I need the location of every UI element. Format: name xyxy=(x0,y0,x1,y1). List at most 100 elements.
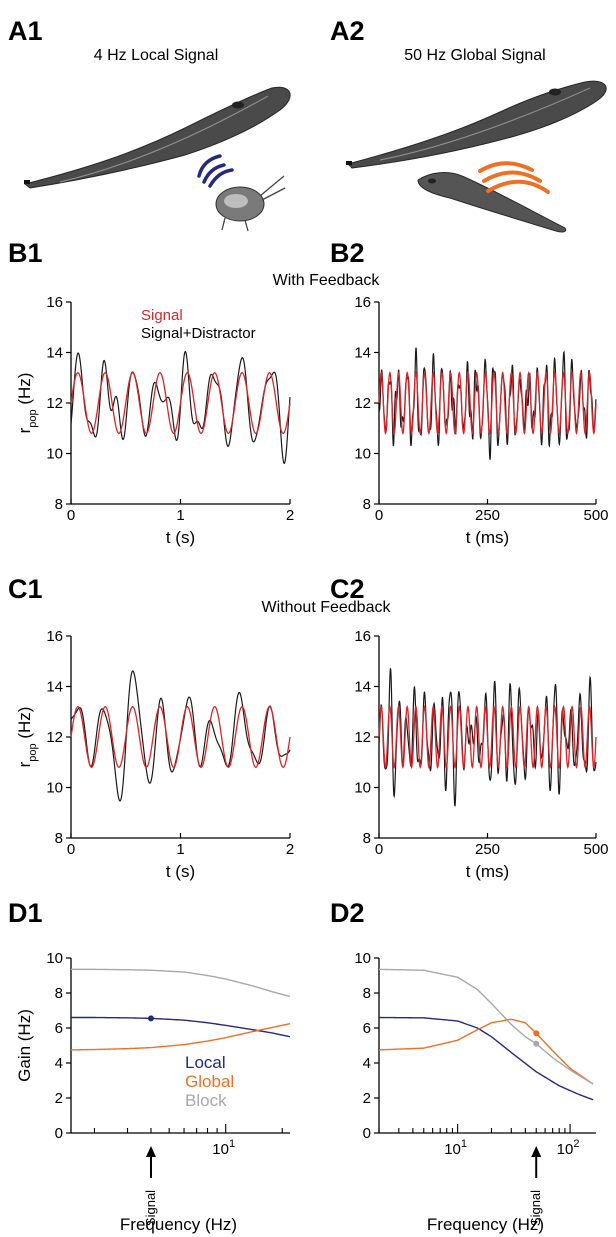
panel-label-b1: B1 xyxy=(8,238,43,268)
panel-label-a2: A2 xyxy=(330,16,365,46)
signal-arrow-icon xyxy=(531,1146,542,1157)
panel-label-d2: D2 xyxy=(330,898,365,928)
x-tick-label: 500 xyxy=(583,507,608,524)
y-tick-label: 6 xyxy=(55,1020,63,1037)
y-tick-label: 16 xyxy=(46,294,63,311)
y-tick-label: 8 xyxy=(55,830,63,847)
legend-local: Local xyxy=(185,1053,226,1072)
x-axis-label: Frequency (Hz) xyxy=(427,1215,544,1234)
x-tick-label: 101 xyxy=(444,1138,467,1158)
y-tick-label: 10 xyxy=(46,950,63,967)
x-tick-label: 250 xyxy=(475,507,500,524)
x-tick-label: 2 xyxy=(286,841,294,858)
x-tick-label: 1 xyxy=(176,507,184,524)
y-tick-label: 14 xyxy=(46,679,63,696)
y-tick-label: 8 xyxy=(55,985,63,1002)
prey-fish-illustration xyxy=(215,175,286,232)
y-tick-label: 16 xyxy=(354,628,371,645)
y-tick-label: 8 xyxy=(363,496,371,513)
y-tick-label: 12 xyxy=(354,395,371,412)
title-a2: 50 Hz Global Signal xyxy=(404,47,545,64)
x-axis-label: t (ms) xyxy=(466,528,509,547)
x-axis-label: t (s) xyxy=(166,528,195,547)
legend-global: Global xyxy=(185,1072,234,1091)
x-tick-label: 0 xyxy=(67,841,75,858)
y-tick-label: 10 xyxy=(46,446,63,463)
x-axis-label: t (s) xyxy=(166,862,195,881)
y-tick-label: 6 xyxy=(363,1020,371,1037)
y-tick-label: 8 xyxy=(363,830,371,847)
x-tick-label: 500 xyxy=(583,841,608,858)
panel-label-d1: D1 xyxy=(8,898,43,928)
second-fish-illustration-a2 xyxy=(417,172,567,233)
x-tick-label: 2 xyxy=(286,507,294,524)
x-tick-label: 0 xyxy=(67,507,75,524)
y-axis-label: rpop (Hz) xyxy=(15,373,39,434)
legend-signal-distractor-label: Signal+Distractor xyxy=(141,325,256,342)
y-tick-label: 12 xyxy=(46,395,63,412)
global-signal-wave-icon xyxy=(478,161,550,194)
x-axis-label: Frequency (Hz) xyxy=(120,1215,237,1234)
signal-marker-label: Signal xyxy=(528,1190,543,1226)
y-tick-label: 16 xyxy=(354,294,371,311)
chart-b2: 8 10 12 14 16 0 250 500 t (ms) xyxy=(354,294,608,547)
panel-label-c2: C2 xyxy=(330,574,365,604)
y-axis-label: rpop (Hz) xyxy=(15,707,39,768)
series-line-signal xyxy=(70,372,291,434)
y-axis-label: Gain (Hz) xyxy=(15,1009,34,1082)
panel-label-b2: B2 xyxy=(330,238,365,268)
series-line-signal xyxy=(378,371,597,435)
legend-signal-label: Signal xyxy=(141,307,183,324)
x-tick-label: 101 xyxy=(212,1138,235,1158)
series-line-global xyxy=(70,1022,291,1051)
y-tick-label: 12 xyxy=(46,729,63,746)
y-tick-label: 10 xyxy=(354,446,371,463)
marker-block xyxy=(533,1040,540,1047)
y-tick-label: 8 xyxy=(55,496,63,513)
y-tick-label: 12 xyxy=(354,729,371,746)
row-title-no-feedback: Without Feedback xyxy=(262,599,392,616)
signal-arrow-icon xyxy=(145,1146,156,1157)
marker-local xyxy=(147,1015,154,1022)
signal-marker-label: Signal xyxy=(143,1190,158,1226)
series-line-global xyxy=(378,1018,594,1085)
y-tick-label: 14 xyxy=(354,679,371,696)
y-tick-label: 0 xyxy=(363,1125,371,1142)
y-tick-label: 16 xyxy=(46,628,63,645)
series-line-signal xyxy=(378,705,597,769)
x-tick-label: 0 xyxy=(375,841,383,858)
fish-illustration-a2 xyxy=(346,80,607,169)
marker-global xyxy=(533,1030,540,1037)
y-tick-label: 14 xyxy=(354,345,371,362)
series-line-block xyxy=(71,968,291,998)
y-tick-label: 2 xyxy=(55,1090,63,1107)
x-tick-label: 102 xyxy=(557,1138,580,1158)
x-tick-label: 250 xyxy=(475,841,500,858)
series-line-block xyxy=(378,968,594,1085)
local-signal-wave-icon xyxy=(197,154,234,188)
y-tick-label: 2 xyxy=(363,1090,371,1107)
y-tick-label: 8 xyxy=(363,985,371,1002)
y-tick-label: 14 xyxy=(46,345,63,362)
y-tick-label: 4 xyxy=(363,1055,371,1072)
chart-c2: 8 10 12 14 16 0 250 500 t (ms) xyxy=(354,628,608,881)
y-tick-label: 4 xyxy=(55,1055,63,1072)
x-tick-label: 1 xyxy=(176,841,184,858)
x-tick-label: 0 xyxy=(375,507,383,524)
series-line-signal xyxy=(70,706,291,768)
panel-label-c1: C1 xyxy=(8,574,43,604)
legend-block: Block xyxy=(185,1091,227,1110)
series-line-local xyxy=(378,1016,594,1101)
row-title-feedback: With Feedback xyxy=(273,272,381,289)
y-tick-label: 10 xyxy=(354,950,371,967)
y-tick-label: 10 xyxy=(46,780,63,797)
y-tick-label: 0 xyxy=(55,1125,63,1142)
panel-label-a1: A1 xyxy=(8,16,43,46)
x-axis-label: t (ms) xyxy=(466,862,509,881)
title-a1: 4 Hz Local Signal xyxy=(94,47,219,64)
